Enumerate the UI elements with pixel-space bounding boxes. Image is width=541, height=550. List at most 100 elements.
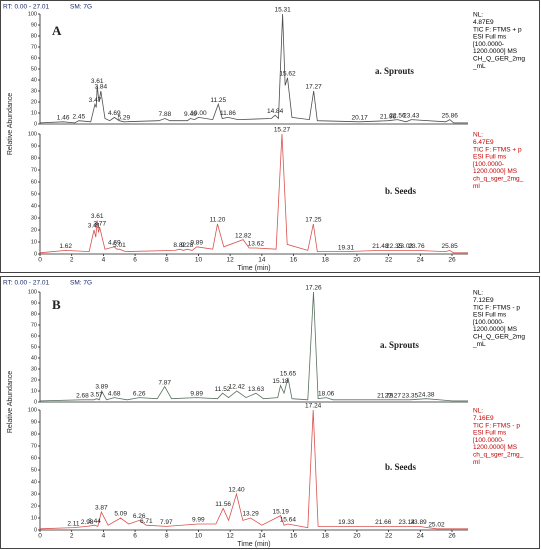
info-line: 1200.0000] MS (473, 168, 518, 175)
x-tick-label: 24 (417, 533, 425, 540)
peak-label: 21.48 (372, 243, 389, 250)
peak-label: 24.38 (418, 391, 435, 398)
peak-label: 3.57 (90, 391, 103, 398)
x-tick-label: 2 (70, 257, 74, 264)
info-line: TIC F: FTMS + p (473, 146, 522, 153)
peak-label: 5.01 (113, 242, 126, 249)
peak-label: 4.69 (108, 240, 121, 247)
peak-label: 2.98 (81, 519, 94, 526)
x-tick-label: 12 (227, 257, 235, 264)
peak-label: 3.87 (95, 505, 108, 512)
y-tick-label: 30 (31, 88, 37, 94)
info-line: ml (473, 459, 480, 466)
x-tick-label: 8 (165, 533, 169, 540)
info-line: CH_Q_GER_2mg (473, 56, 525, 63)
peak-label: 15.62 (279, 71, 296, 78)
y-tick-label: 40 (31, 77, 37, 83)
peak-label: 21.96 (380, 113, 397, 120)
peak-label: 22.27 (385, 393, 402, 400)
x-tick-label: 26 (448, 257, 456, 264)
info-line: ml (473, 183, 480, 190)
peak-label: 23.03 (397, 243, 414, 250)
y-tick-label: 100 (28, 11, 37, 17)
peak-label: 3.61 (91, 213, 104, 220)
x-tick-label: 22 (385, 533, 393, 540)
x-tick-label: 0 (38, 257, 42, 264)
peak-label: 10.00 (190, 110, 207, 117)
peak-label: 14.84 (267, 108, 284, 115)
peak-label: 20.17 (351, 115, 368, 122)
peak-label: 18.06 (318, 390, 335, 397)
x-tick-label: 24 (417, 257, 425, 264)
peak-label: 3.47 (89, 97, 102, 104)
peak-label: 23.35 (402, 393, 419, 400)
header-rt: RT: 0.00 - 27.01 (3, 280, 50, 287)
peak-label: 23.76 (408, 243, 425, 250)
peak-label: 23.89 (410, 519, 427, 526)
info-line: ch_q_sger_2mg_ (473, 176, 524, 183)
info-line: [100.0000- (473, 41, 504, 48)
peak-label: 9.49 (184, 111, 197, 118)
info-line: NL: (473, 12, 483, 19)
y-tick-label: 100 (28, 407, 37, 413)
peak-label: 3.84 (95, 84, 108, 91)
x-tick-label: 16 (290, 533, 298, 540)
y-tick-label: 20 (31, 99, 37, 105)
peak-label: 15.19 (273, 508, 290, 515)
y-tick-label: 20 (31, 227, 37, 233)
peak-label: 17.24 (305, 403, 322, 410)
peak-label: 17.27 (306, 84, 323, 91)
y-tick-label: 50 (31, 344, 37, 350)
peak-label: 6.26 (133, 390, 146, 397)
info-line: ESI Full ms (473, 154, 507, 161)
y-tick-label: 90 (31, 419, 37, 425)
peak-label: 7.97 (160, 519, 173, 526)
info-line: CH_Q_GER_2mg (473, 334, 525, 341)
panel-b-border (0, 276, 540, 549)
peak-label: 17.26 (305, 285, 322, 292)
peak-label: 2.68 (76, 393, 89, 400)
y-tick-label: 0 (34, 251, 37, 257)
y-tick-label: 20 (31, 377, 37, 383)
peak-label: 11.86 (220, 110, 236, 117)
info-line: NL: (473, 290, 483, 297)
peak-label: 15.64 (280, 517, 297, 524)
panel-label: A (52, 23, 62, 38)
x-tick-label: 6 (133, 533, 137, 540)
x-axis-label: Time (min) (237, 541, 270, 548)
y-tick-label: 60 (31, 179, 37, 185)
peak-label: 8.82 (173, 242, 186, 249)
x-tick-label: 4 (102, 257, 106, 264)
x-tick-label: 10 (195, 533, 203, 540)
x-tick-label: 18 (322, 257, 330, 264)
peak-label: 19.33 (338, 519, 355, 526)
y-tick-label: 100 (28, 131, 37, 137)
x-tick-label: 22 (385, 257, 393, 264)
info-line: NL: (473, 408, 483, 415)
y-axis-label: Relative Abundance (7, 93, 14, 155)
info-line: 7.12E9 (473, 297, 494, 304)
info-line: _mL (472, 63, 486, 70)
y-tick-label: 30 (31, 366, 37, 372)
peak-label: 12.82 (235, 232, 252, 239)
chromatogram-trace (39, 409, 468, 530)
peak-label: 9.28 (181, 242, 194, 249)
peak-label: 25.85 (441, 243, 458, 250)
peak-label: 3.77 (93, 220, 106, 227)
peak-label: 3.89 (95, 384, 108, 391)
x-tick-label: 20 (353, 257, 361, 264)
x-tick-label: 20 (353, 533, 361, 540)
y-tick-label: 40 (31, 479, 37, 485)
chromatogram-trace (39, 13, 468, 124)
peak-label: 11.25 (210, 97, 226, 104)
info-line: ESI Full ms (473, 34, 507, 41)
info-line: TIC F: FTMS - p (473, 422, 520, 429)
peak-label: 9.89 (190, 390, 203, 397)
x-tick-label: 14 (258, 533, 266, 540)
peak-label: 15.31 (274, 7, 291, 14)
peak-label: 3.61 (91, 78, 104, 85)
y-tick-label: 0 (34, 527, 37, 533)
y-tick-label: 0 (34, 121, 37, 127)
y-tick-label: 10 (31, 388, 37, 394)
